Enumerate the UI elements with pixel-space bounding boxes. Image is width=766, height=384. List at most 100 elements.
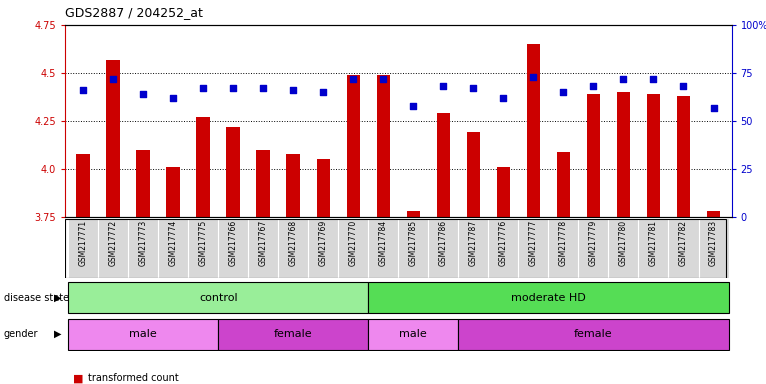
Bar [458,219,489,278]
Point [647,76,660,82]
Text: ▶: ▶ [54,329,61,339]
Text: GSM217777: GSM217777 [529,220,538,266]
Bar [578,219,608,278]
Bar [557,152,570,217]
Bar [68,219,98,278]
Text: GDS2887 / 204252_at: GDS2887 / 204252_at [65,5,203,18]
Bar [527,44,540,217]
Point [377,76,389,82]
Text: female: female [574,329,613,339]
Point [437,83,450,89]
Text: GSM217766: GSM217766 [229,220,237,266]
Text: ■: ■ [73,373,83,383]
Text: gender: gender [4,329,38,339]
Text: GSM217775: GSM217775 [198,220,208,266]
Text: male: male [129,329,157,339]
Bar [548,219,578,278]
Bar [188,219,218,278]
Bar [437,113,450,217]
Bar [248,219,278,278]
Text: GSM217771: GSM217771 [79,220,87,266]
Point [617,76,630,82]
Text: GSM217767: GSM217767 [259,220,268,266]
Bar [368,319,458,349]
Bar [77,154,90,217]
Bar [158,219,188,278]
Bar [407,211,420,217]
Point [408,103,420,109]
Text: male: male [399,329,427,339]
Point [707,104,719,111]
Bar [496,167,510,217]
Bar [608,219,639,278]
Text: GSM217786: GSM217786 [439,220,448,266]
Text: GSM217785: GSM217785 [409,220,417,266]
Point [257,85,270,91]
Point [347,76,359,82]
Point [677,83,689,89]
Text: GSM217776: GSM217776 [499,220,508,266]
Point [497,95,509,101]
Point [137,91,149,97]
Bar [339,219,368,278]
Point [467,85,480,91]
Point [107,76,119,82]
Text: GSM217778: GSM217778 [559,220,568,266]
Point [588,83,600,89]
Text: ▶: ▶ [54,293,61,303]
Bar [166,167,180,217]
Bar [428,219,458,278]
Text: female: female [274,329,313,339]
Bar [346,75,360,217]
Bar [647,94,660,217]
Bar [458,319,728,349]
Text: GSM217773: GSM217773 [139,220,148,266]
Bar [699,219,728,278]
Bar [68,282,368,313]
Text: GSM217784: GSM217784 [379,220,388,266]
Bar [257,150,270,217]
Bar [587,94,601,217]
Bar [308,219,339,278]
Bar [669,219,699,278]
Text: GSM217780: GSM217780 [619,220,628,266]
Text: GSM217779: GSM217779 [589,220,598,266]
Text: control: control [199,293,237,303]
Bar [136,150,150,217]
Bar [676,96,690,217]
Bar [227,127,240,217]
Point [77,87,90,93]
Point [317,89,329,95]
Text: GSM217787: GSM217787 [469,220,478,266]
Text: GSM217769: GSM217769 [319,220,328,266]
Text: GSM217783: GSM217783 [709,220,718,266]
Bar [466,132,480,217]
Bar [218,319,368,349]
Bar [68,319,218,349]
Bar [368,219,398,278]
Bar [377,75,390,217]
Bar [196,117,210,217]
Bar [278,219,308,278]
Text: GSM217772: GSM217772 [109,220,118,266]
Text: GSM217770: GSM217770 [349,220,358,266]
Bar [519,219,548,278]
Point [197,85,209,91]
Bar [639,219,669,278]
Text: GSM217768: GSM217768 [289,220,298,266]
Point [287,87,300,93]
Bar [617,92,630,217]
Text: GSM217774: GSM217774 [169,220,178,266]
Bar [286,154,300,217]
Point [527,74,539,80]
Bar [368,282,728,313]
Point [167,95,179,101]
Text: GSM217782: GSM217782 [679,220,688,266]
Text: disease state: disease state [4,293,69,303]
Point [227,85,239,91]
Bar [128,219,158,278]
Bar [489,219,519,278]
Bar [98,219,128,278]
Point [558,89,570,95]
Bar [106,60,120,217]
